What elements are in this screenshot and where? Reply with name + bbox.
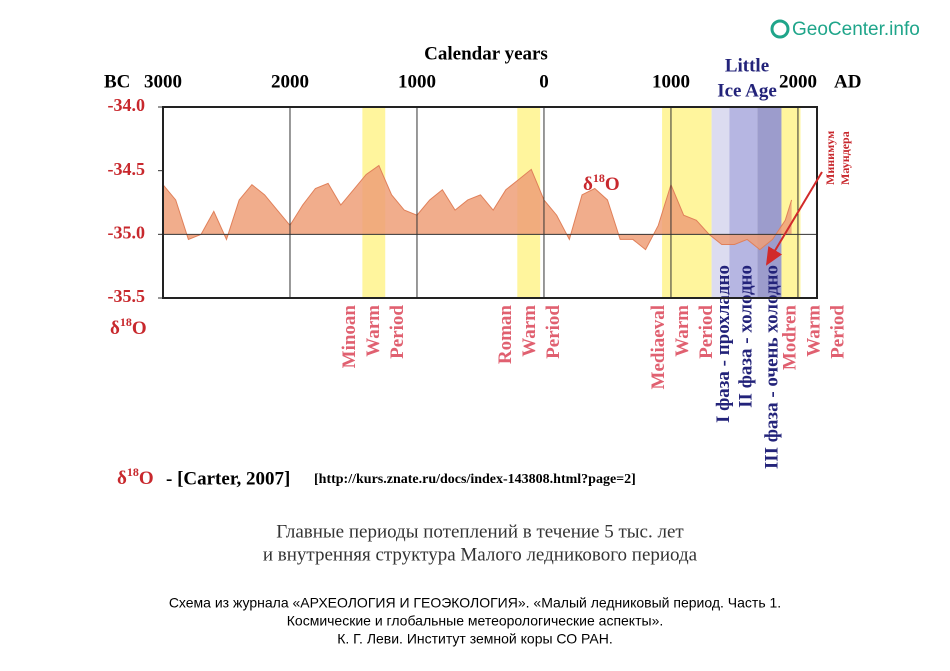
line [162,164,793,251]
x-tick-label: 3000 [144,71,182,92]
footer: К. Г. Леви. Институт земной коры СО РАН. [337,631,613,647]
period-label: Period [696,305,717,359]
phase-band [757,107,782,298]
caption: и внутренняя структура Малого ледниковог… [263,544,698,565]
symbol: O [139,468,154,489]
period-label: Modren [779,305,800,371]
period-label: Mediaeval [648,305,669,389]
x-tick-label: 1000 [652,71,690,92]
sup: 18 [593,171,605,185]
plot-frame [162,106,818,299]
x-axis-title: Calendar years [424,43,548,64]
x-tick-label: 1000 [398,71,436,92]
y-tick-label: -35.0 [108,222,146,242]
y-axis-title: δ18O [110,315,147,340]
maunder-label: Минимум [823,131,837,185]
maunder-arrow [765,171,823,266]
y-tick-label: -34.0 [108,95,146,115]
x-tick-label: 2000 [779,71,817,92]
period-label: Roman [495,305,516,365]
period-label: Warm [363,305,384,357]
footer: Космические и глобальные метеорологическ… [287,613,664,629]
era-label: Little [725,55,769,76]
phase-band [711,107,730,298]
phase-label: I фаза - прохладно [713,265,734,423]
sup: 18 [127,465,139,479]
period-label: Period [543,305,564,359]
phase-band [729,107,758,298]
bc-label: BC [104,71,130,92]
symbol: δ [583,174,593,195]
source-ref: - [Carter, 2007] [166,468,290,489]
y-tick-label: -34.5 [108,159,146,179]
source-url: [http://kurs.znate.ru/docs/index-143808.… [314,472,636,487]
x-tick-label: 0 [539,71,549,92]
period-label: Warm [803,305,824,357]
logo: GeoCenter.info [792,19,920,40]
plot: Minoan Warm Period Roman Warm Period Mediaeval… [108,71,849,469]
x-tick-label: 2000 [271,71,309,92]
maunder-label: Маундера [838,131,852,185]
y-tick-label: -35.5 [108,286,146,306]
era-label: Ice Age [717,80,777,101]
symbol: δ [117,468,127,489]
symbol: δ [110,318,120,339]
period-label: Period [387,305,408,359]
symbol: O [132,318,147,339]
ad-label: AD [834,71,861,92]
logo-icon [770,19,790,39]
period-label: Warm [519,305,540,357]
sup: 18 [120,315,132,329]
footer: Схема из журнала «АРХЕОЛОГИЯ И ГЕОЭКОЛОГ… [169,595,781,611]
caption: Главные периоды потеплений в течение 5 т… [276,521,684,542]
symbol: O [605,174,620,195]
phase-label: II фаза - холодно [736,265,757,408]
source-symbol: δ18O [117,465,154,490]
annotation: δ18O [583,171,620,196]
period-label: Period [827,305,848,359]
period-label: Warm [672,305,693,357]
period-label: Minoan [339,305,360,369]
phase-label: III фаза - очень холодно [762,265,783,469]
